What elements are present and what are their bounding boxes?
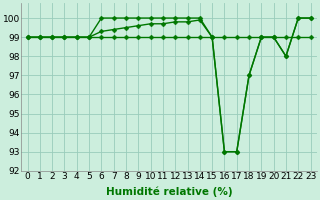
X-axis label: Humidité relative (%): Humidité relative (%) — [106, 187, 232, 197]
